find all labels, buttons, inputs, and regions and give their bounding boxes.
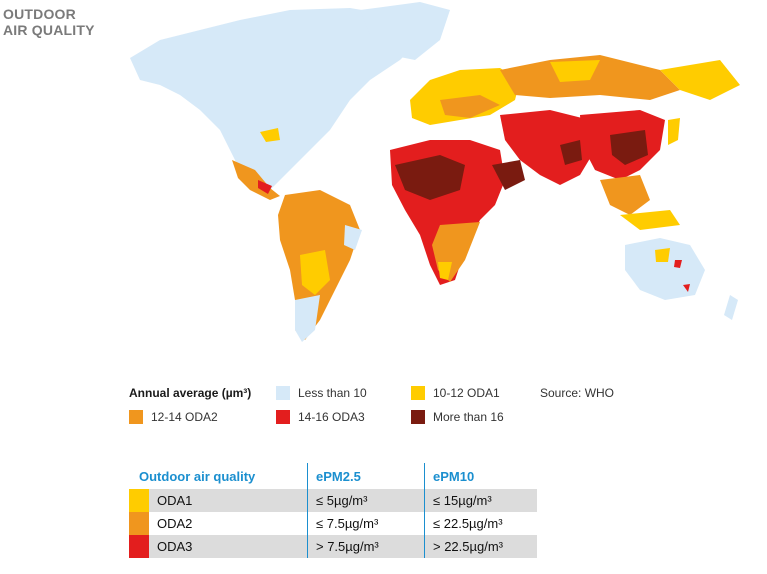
row-name: ODA2 [149,512,308,535]
china-dark [610,130,648,165]
row-name: ODA1 [149,489,308,512]
central-america-red [258,180,272,194]
row-pm25: ≤ 7.5µg/m³ [307,512,425,535]
north-asia-yellow [550,60,600,82]
legend-item-oda2: 12-14 ODA2 [129,410,218,424]
greenland [360,2,450,60]
legend-swatch [411,410,425,424]
middle-east [500,110,595,185]
row-pm25: ≤ 5µg/m³ [307,489,425,512]
europe [410,68,520,125]
air-quality-table: Outdoor air quality ePM2.5 ePM10 ODA1 ≤ … [129,463,537,558]
legend-swatch [276,386,290,400]
arabia-dark [492,160,525,190]
legend-heading: Annual average (µm³) [129,386,252,400]
japan [668,118,680,145]
australia-red [674,260,682,268]
table-header-pm10: ePM10 [424,463,537,489]
cape-yellow [438,262,452,280]
legend-label: 12-14 ODA2 [151,410,218,424]
table-row: ODA1 ≤ 5µg/m³ ≤ 15µg/m³ [129,489,537,512]
row-pm10: ≤ 22.5µg/m³ [424,512,537,535]
row-pm10: > 22.5µg/m³ [424,535,537,558]
row-swatch [129,489,149,512]
table-row: ODA2 ≤ 7.5µg/m³ ≤ 22.5µg/m³ [129,512,537,535]
table-header-pm25: ePM2.5 [307,463,425,489]
legend-item-oda1: 10-12 ODA1 [411,386,500,400]
row-swatch [129,535,149,558]
legend-item-less-than-10: Less than 10 [276,386,367,400]
india-dark [560,140,582,165]
page-title: OUTDOOR AIR QUALITY [3,6,95,38]
australia [625,238,705,300]
legend-label: Less than 10 [298,386,367,400]
table-row: ODA3 > 7.5µg/m³ > 22.5µg/m³ [129,535,537,558]
south-america-yellow [300,250,330,295]
australia-red-2 [683,284,690,292]
legend-label: 10-12 ODA1 [433,386,500,400]
legend-swatch [411,386,425,400]
world-air-quality-map [130,2,740,342]
new-zealand [724,295,738,320]
row-name: ODA3 [149,535,308,558]
legend-label: More than 16 [433,410,504,424]
legend-swatch [129,410,143,424]
north-america [130,8,420,190]
south-america-south [295,295,320,342]
row-pm25: > 7.5µg/m³ [307,535,425,558]
legend-label: 14-16 ODA3 [298,410,365,424]
south-america-east [344,225,362,250]
southeast-asia [600,175,650,215]
title-line-1: OUTDOOR [3,6,76,22]
siberia-yellow [660,60,740,100]
table-header-quality: Outdoor air quality [139,468,256,484]
title-line-2: AIR QUALITY [3,22,95,38]
legend-swatch [276,410,290,424]
europe-orange [440,95,500,118]
legend-item-oda3: 14-16 ODA3 [276,410,365,424]
legend-item-more-than-16: More than 16 [411,410,504,424]
row-swatch [129,512,149,535]
source-note: Source: WHO [540,386,615,400]
row-pm10: ≤ 15µg/m³ [424,489,537,512]
indonesia [620,210,680,230]
australia-yellow [655,248,670,262]
sahara-dark [395,155,465,200]
us-yellow-patch [260,128,280,142]
